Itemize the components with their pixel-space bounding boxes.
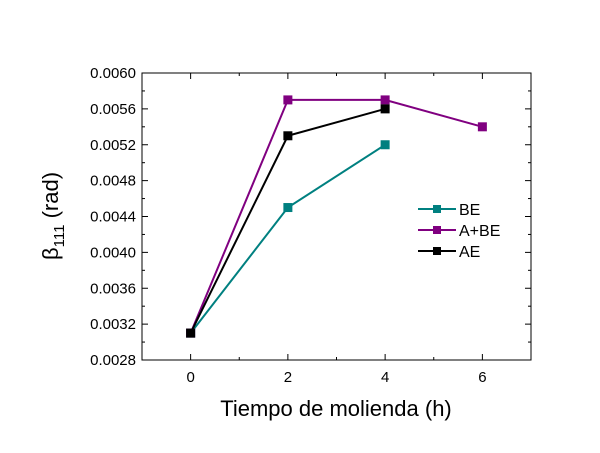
series-line: [189, 143, 386, 334]
x-tick-label: 0: [186, 369, 194, 386]
data-point: [380, 140, 390, 150]
x-tick-label: 4: [381, 369, 389, 386]
y-axis-label-main: β: [38, 247, 63, 260]
y-tick-label: 0.0040: [90, 244, 136, 261]
y-tick-label: 0.0032: [90, 316, 136, 333]
y-tick-label: 0.0036: [90, 280, 136, 297]
data-point: [380, 95, 390, 105]
y-tick-label: 0.0060: [90, 65, 136, 82]
x-axis-label: Tiempo de molienda (h): [220, 396, 452, 421]
y-tick-label: 0.0048: [90, 173, 136, 190]
y-tick-label: 0.0052: [90, 137, 136, 154]
series-line: [189, 107, 386, 334]
y-axis-label-unit: (rad): [38, 172, 63, 225]
y-axis-label: β111 (rad): [38, 172, 68, 260]
x-tick-label: 2: [284, 369, 292, 386]
legend-label: AE: [459, 244, 480, 261]
legend-label: A+BE: [459, 223, 500, 240]
legend-label: BE: [459, 202, 480, 219]
y-tick-label: 0.0044: [90, 209, 136, 226]
legend-marker: [433, 226, 441, 234]
series-ae: AE: [186, 104, 480, 338]
series-a-be: A+BE: [186, 95, 500, 338]
data-point: [283, 131, 293, 141]
data-point: [283, 95, 293, 105]
y-tick-label: 0.0028: [90, 352, 136, 369]
x-tick-label: 6: [478, 369, 486, 386]
legend-marker: [433, 247, 441, 255]
data-point: [283, 203, 293, 213]
data-point: [186, 328, 196, 338]
data-point: [477, 122, 487, 132]
y-tick-label: 0.0056: [90, 101, 136, 118]
legend-marker: [433, 205, 441, 213]
y-axis-label-sub: 111: [51, 225, 68, 248]
series-line: [189, 98, 483, 334]
data-point: [380, 104, 390, 114]
